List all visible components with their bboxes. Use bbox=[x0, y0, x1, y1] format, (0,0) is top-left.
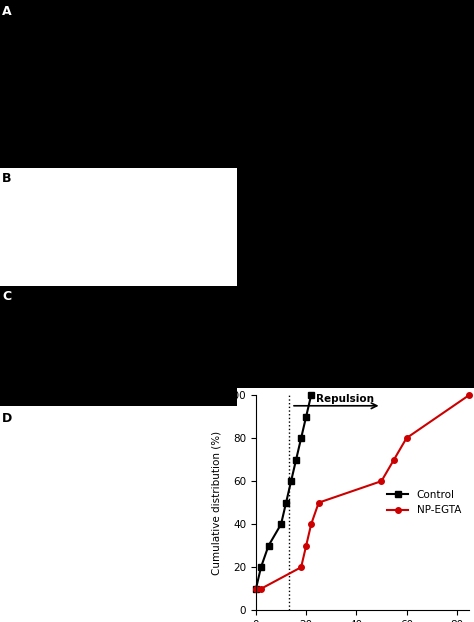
NP-EGTA bbox=[253, 585, 259, 593]
NP-EGTA bbox=[303, 542, 309, 549]
Line: NP-EGTA: NP-EGTA bbox=[253, 392, 472, 592]
Control bbox=[288, 478, 294, 485]
NP-EGTA bbox=[298, 564, 304, 571]
Text: Repulsion: Repulsion bbox=[316, 394, 374, 404]
NP-EGTA bbox=[308, 521, 314, 528]
Text: C: C bbox=[2, 290, 11, 302]
Legend: Control, NP-EGTA: Control, NP-EGTA bbox=[384, 487, 464, 518]
Control bbox=[283, 499, 289, 506]
Control bbox=[298, 434, 304, 442]
Control bbox=[253, 585, 259, 593]
Control bbox=[293, 456, 299, 463]
Text: B: B bbox=[2, 172, 12, 185]
NP-EGTA bbox=[258, 585, 264, 593]
Line: Control: Control bbox=[253, 392, 314, 592]
Text: A: A bbox=[2, 5, 12, 18]
Control bbox=[308, 391, 314, 399]
NP-EGTA bbox=[391, 456, 397, 463]
NP-EGTA bbox=[404, 434, 410, 442]
NP-EGTA bbox=[379, 478, 384, 485]
Text: K: K bbox=[203, 378, 212, 391]
Control bbox=[278, 521, 284, 528]
Text: D: D bbox=[2, 412, 13, 425]
NP-EGTA bbox=[466, 391, 472, 399]
Y-axis label: Cumulative distribution (%): Cumulative distribution (%) bbox=[211, 430, 221, 575]
Control bbox=[265, 542, 271, 549]
NP-EGTA bbox=[316, 499, 321, 506]
Control bbox=[258, 564, 264, 571]
Control bbox=[303, 413, 309, 420]
